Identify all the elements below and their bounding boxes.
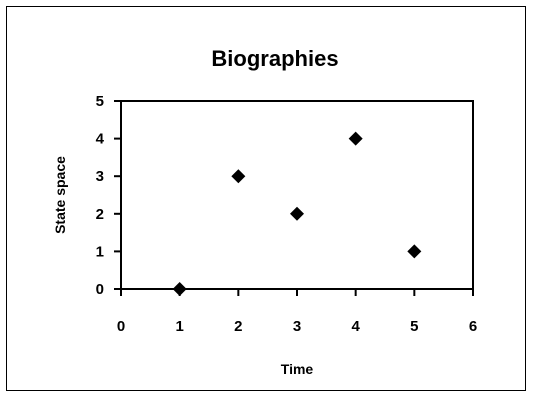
x-tick-label: 5 bbox=[410, 318, 418, 335]
y-axis-title: State space bbox=[52, 156, 68, 234]
x-tick-label: 2 bbox=[234, 318, 242, 335]
data-point bbox=[348, 131, 363, 146]
x-tick-label: 6 bbox=[469, 318, 477, 335]
plot-area bbox=[120, 100, 474, 290]
x-tick-label: 1 bbox=[175, 318, 183, 335]
data-point bbox=[407, 244, 422, 259]
y-tick-label: 3 bbox=[96, 168, 104, 185]
x-tick-label: 3 bbox=[293, 318, 301, 335]
y-tick-label: 5 bbox=[96, 93, 104, 110]
chart-frame bbox=[6, 6, 526, 391]
y-tick-label: 4 bbox=[96, 131, 105, 148]
data-point bbox=[290, 206, 304, 221]
data-point bbox=[172, 282, 187, 296]
x-axis-title: Time bbox=[281, 361, 314, 377]
chart-title: Biographies bbox=[211, 46, 338, 71]
y-axis-ticks: 0 1 2 3 4 5 bbox=[96, 93, 121, 298]
x-tick-label: 4 bbox=[351, 318, 360, 335]
x-axis-ticks: 0 1 2 3 4 5 6 bbox=[117, 289, 477, 335]
y-tick-label: 0 bbox=[96, 281, 104, 298]
data-point bbox=[231, 169, 246, 184]
data-points bbox=[172, 131, 422, 296]
y-tick-label: 2 bbox=[96, 206, 104, 223]
x-tick-label: 0 bbox=[117, 318, 125, 335]
y-tick-label: 1 bbox=[96, 243, 104, 260]
